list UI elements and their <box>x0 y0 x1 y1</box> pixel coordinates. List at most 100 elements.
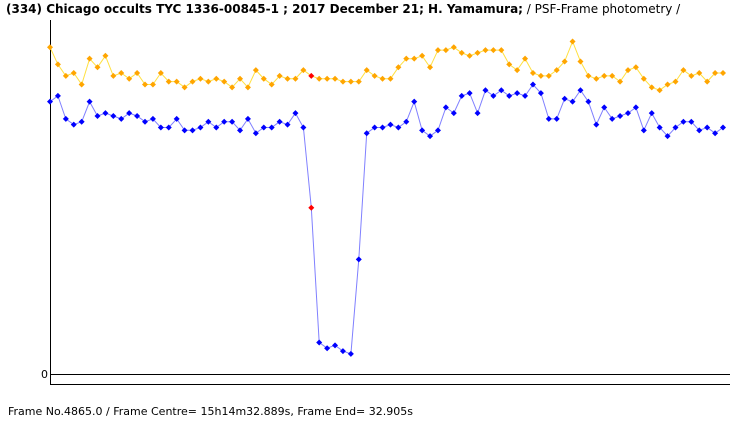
target-point <box>276 118 283 125</box>
comparison-point <box>308 72 315 79</box>
comparison-point <box>712 70 719 76</box>
target-point <box>466 90 473 97</box>
comparison-point <box>292 75 299 82</box>
comparison-point <box>466 52 473 59</box>
target-point <box>585 98 592 105</box>
comparison-point <box>648 84 655 91</box>
comparison-point <box>157 70 164 76</box>
comparison-point <box>696 70 703 76</box>
comparison-point <box>664 81 671 88</box>
comparison-point <box>387 75 394 82</box>
target-point <box>617 113 624 119</box>
target-point <box>553 115 560 122</box>
comparison-point <box>593 75 600 82</box>
target-point <box>221 118 228 125</box>
comparison-point <box>332 75 339 82</box>
comparison-point <box>704 78 711 85</box>
target-point <box>118 115 125 122</box>
target-point <box>387 121 394 128</box>
comparison-point <box>601 72 608 79</box>
target-point <box>149 115 156 122</box>
target-point <box>577 87 584 94</box>
target-point <box>688 118 695 125</box>
comparison-point <box>672 78 679 85</box>
target-point <box>474 110 481 117</box>
comparison-point <box>78 81 85 88</box>
comparison-point <box>688 72 695 79</box>
target-point <box>237 127 244 134</box>
comparison-point <box>498 47 505 54</box>
comparison-point <box>434 47 441 54</box>
y-tick-label-zero: 0 <box>41 368 48 381</box>
comparison-point <box>189 78 196 85</box>
comparison-point <box>395 64 402 71</box>
target-point <box>450 110 457 117</box>
target-point <box>142 118 149 125</box>
target-point <box>529 81 536 88</box>
comparison-point <box>276 72 283 79</box>
comparison-point <box>237 75 244 82</box>
target-point <box>205 118 212 125</box>
comparison-point <box>617 78 624 85</box>
comparison-point <box>577 58 584 65</box>
target-point <box>498 87 505 94</box>
target-point <box>173 115 180 122</box>
comparison-point <box>181 84 188 91</box>
comparison-point <box>379 75 386 82</box>
target-point <box>379 124 386 131</box>
comparison-point <box>403 55 410 62</box>
comparison-point <box>149 81 156 88</box>
target-point <box>569 98 576 105</box>
comparison-point <box>442 47 449 54</box>
target-point <box>308 204 315 211</box>
target-series <box>47 81 726 357</box>
comparison-point <box>268 81 275 88</box>
target-point <box>427 133 434 140</box>
comparison-point <box>229 84 236 91</box>
comparison-point <box>640 75 647 82</box>
target-point <box>640 127 647 134</box>
target-point <box>632 104 639 111</box>
comparison-point <box>474 49 481 56</box>
comparison-point <box>458 49 465 56</box>
target-point <box>545 115 552 122</box>
comparison-point <box>284 75 291 82</box>
comparison-point <box>260 75 267 82</box>
target-point <box>252 130 259 137</box>
comparison-point <box>70 70 77 76</box>
target-point <box>522 92 529 99</box>
comparison-point <box>252 67 259 74</box>
target-point <box>181 127 188 134</box>
comparison-point <box>363 67 370 74</box>
target-point <box>411 98 418 105</box>
target-point <box>419 127 426 134</box>
target-point <box>324 345 331 352</box>
target-point <box>482 87 489 94</box>
target-point <box>514 90 521 97</box>
target-point <box>332 342 339 349</box>
comparison-point <box>506 61 513 68</box>
target-point <box>363 130 370 137</box>
comparison-point <box>427 64 434 71</box>
comparison-point <box>514 67 521 74</box>
comparison-point <box>522 55 529 62</box>
target-point <box>656 124 663 131</box>
target-point <box>197 124 204 131</box>
comparison-point <box>54 61 61 68</box>
target-point <box>284 121 291 128</box>
comparison-point <box>173 78 180 85</box>
target-point <box>490 92 497 99</box>
comparison-point <box>411 55 418 62</box>
comparison-point <box>221 78 228 85</box>
comparison-point <box>142 81 149 88</box>
comparison-point <box>339 78 346 85</box>
target-series-line <box>49 83 724 355</box>
comparison-point <box>720 70 726 76</box>
target-point <box>696 127 703 134</box>
comparison-point <box>545 72 552 79</box>
comparison-point <box>205 78 212 85</box>
target-point <box>624 110 631 117</box>
comparison-point <box>490 47 497 54</box>
target-point <box>680 118 687 125</box>
